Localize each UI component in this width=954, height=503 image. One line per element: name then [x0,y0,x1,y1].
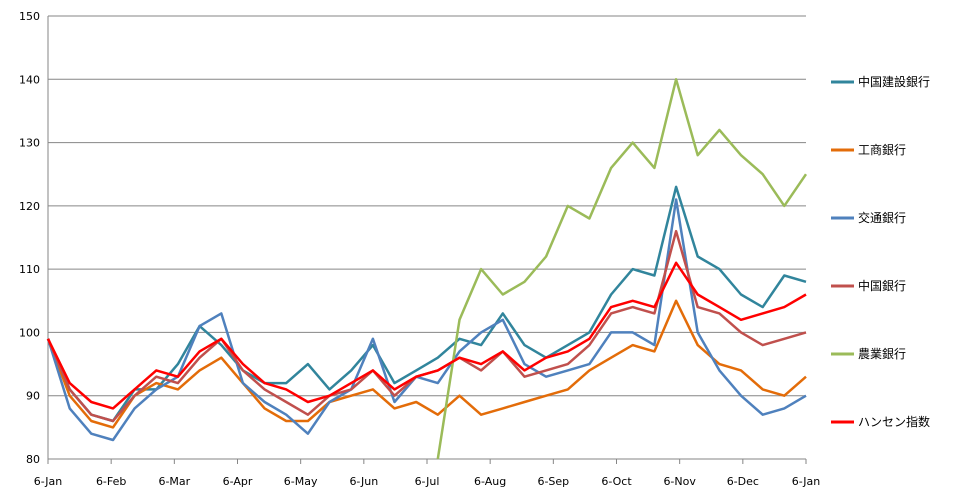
y-tick-label: 90 [26,390,40,403]
legend-label: 交通銀行 [858,210,906,225]
series-line-5 [46,261,807,410]
x-tick-label: 6-Apr [223,475,253,488]
series-line-4 [436,78,808,460]
legend-label: 農業銀行 [858,347,906,361]
x-tick-label: 6-Aug [474,475,506,488]
series-line-1 [46,299,807,429]
y-axis-ticks: 80 90 100 110 120 130 140 150 [19,10,40,466]
y-tick-label: 120 [19,200,40,213]
y-tick-label: 80 [26,453,40,466]
x-tick-label: 6-Sep [537,475,569,488]
series-lines [46,78,808,460]
legend-label: 工商銀行 [858,142,906,157]
x-tick-label: 6-Jun [349,475,378,488]
y-tick-label: 150 [19,10,40,23]
x-axis-ticks: 6-Jan 6-Feb 6-Mar 6-Apr 6-May 6-Jun 6-Jul 6-Aug… [34,459,821,488]
series-line-2 [46,198,807,442]
x-tick-label: 6-Feb [96,475,126,488]
x-tick-label: 6-Jan [792,475,821,488]
y-tick-label: 100 [19,326,40,339]
series-line-0 [46,185,807,423]
legend-label: 中国建設銀行 [858,74,930,89]
x-tick-label: 6-Mar [158,475,190,488]
series-line-3 [46,229,807,423]
y-tick-label: 130 [19,137,40,150]
legend-label: 中国銀行 [858,278,906,293]
x-tick-label: 6-Nov [663,475,696,488]
x-tick-label: 6-Dec [727,475,759,488]
y-tick-label: 110 [19,263,40,276]
x-tick-label: 6-Jul [415,475,440,488]
x-tick-label: 6-Jan [34,475,63,488]
x-tick-label: 6-Oct [601,475,632,488]
legend-label: ハンセン指数 [858,414,930,429]
x-tick-label: 6-May [284,475,318,488]
y-tick-label: 140 [19,73,40,86]
